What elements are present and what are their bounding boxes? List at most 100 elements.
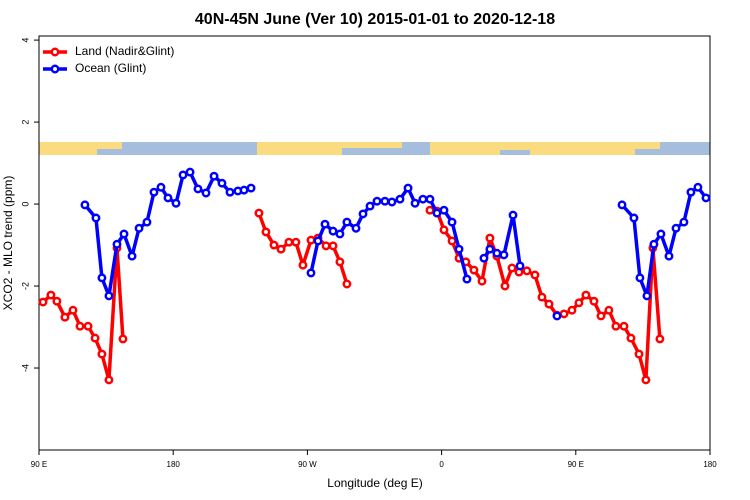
data-point [284,237,294,247]
data-point [425,205,435,215]
data-point [306,268,316,278]
data-point [530,270,540,280]
data-point [335,229,345,239]
map-strip [39,142,710,155]
data-point [142,217,152,227]
data-point [380,196,390,206]
data-point [127,251,137,261]
data-point [589,296,599,306]
data-point [342,279,352,289]
data-point [454,244,464,254]
data-point [485,233,495,243]
data-point [686,187,696,197]
data-point [291,237,301,247]
data-point [552,311,562,321]
data-point [574,298,584,308]
data-point [269,240,279,250]
data-point [387,197,397,207]
data-point [80,200,90,210]
data-point [611,321,621,331]
data-point [276,244,286,254]
data-point [567,305,577,315]
data-point [469,265,479,275]
data-point [52,296,62,306]
data-point [447,217,457,227]
data-point [544,299,554,309]
data-point [701,193,711,203]
data-point [634,349,644,359]
data-point [46,290,56,300]
data-point [97,349,107,359]
data-point [134,223,144,233]
data-point [75,321,85,331]
data-point [515,261,525,271]
y-tick-label: -2 [20,282,30,290]
x-axis-label: Longitude (deg E) [327,476,422,490]
data-point [671,223,681,233]
x-tick-label: 180 [167,460,181,469]
data-point [649,239,659,249]
data-point [178,170,188,180]
data-point [321,241,331,251]
data-point [118,334,128,344]
y-axis-label: XCO2 - MLO trend (ppm) [1,176,15,311]
data-point [320,219,330,229]
data-point [328,226,338,236]
series-line [83,170,708,298]
data-point [479,253,489,263]
data-point [522,266,532,276]
data-point [403,183,413,193]
data-point [641,375,651,385]
data-point [507,263,517,273]
data-point [68,305,78,315]
data-point [185,167,195,177]
data-point [104,291,114,301]
data-point [91,213,101,223]
data-point [201,188,211,198]
data-point [664,251,674,261]
data-point [492,248,502,258]
data-point [83,321,93,331]
data-point [439,205,449,215]
x-tick-label: 90 W [298,460,317,469]
data-point [462,274,472,284]
data-point [225,187,235,197]
data-point [485,244,495,254]
data-point [365,201,375,211]
data-point [261,227,271,237]
data-point [217,178,227,188]
data-point [559,309,569,319]
data-point [254,208,264,218]
data-point [604,305,614,315]
chart-title: 40N-45N June (Ver 10) 2015-01-01 to 2020… [195,11,555,28]
legend-label: Land (Nadir&Glint) [75,44,174,58]
data-point [97,273,107,283]
data-point [335,257,345,267]
data-point [626,333,636,343]
legend-marker [50,64,60,74]
data-point [60,312,70,322]
data-point [90,333,100,343]
data-point [239,185,249,195]
data-point [112,239,122,249]
data-point [425,194,435,204]
data-point [508,210,518,220]
data-point [679,217,689,227]
data-point [447,236,457,246]
legend-label: Ocean (Glint) [75,61,146,75]
data-point [410,198,420,208]
data-point [635,273,645,283]
data-point [313,236,323,246]
data-point [306,235,316,245]
data-point [38,297,48,307]
data-point [119,229,129,239]
data-point [693,182,703,192]
data-point [596,311,606,321]
data-point [500,281,510,291]
data-point [617,200,627,210]
data-point [629,213,639,223]
legend-marker [50,47,60,57]
data-point [642,291,652,301]
data-point [209,171,219,181]
